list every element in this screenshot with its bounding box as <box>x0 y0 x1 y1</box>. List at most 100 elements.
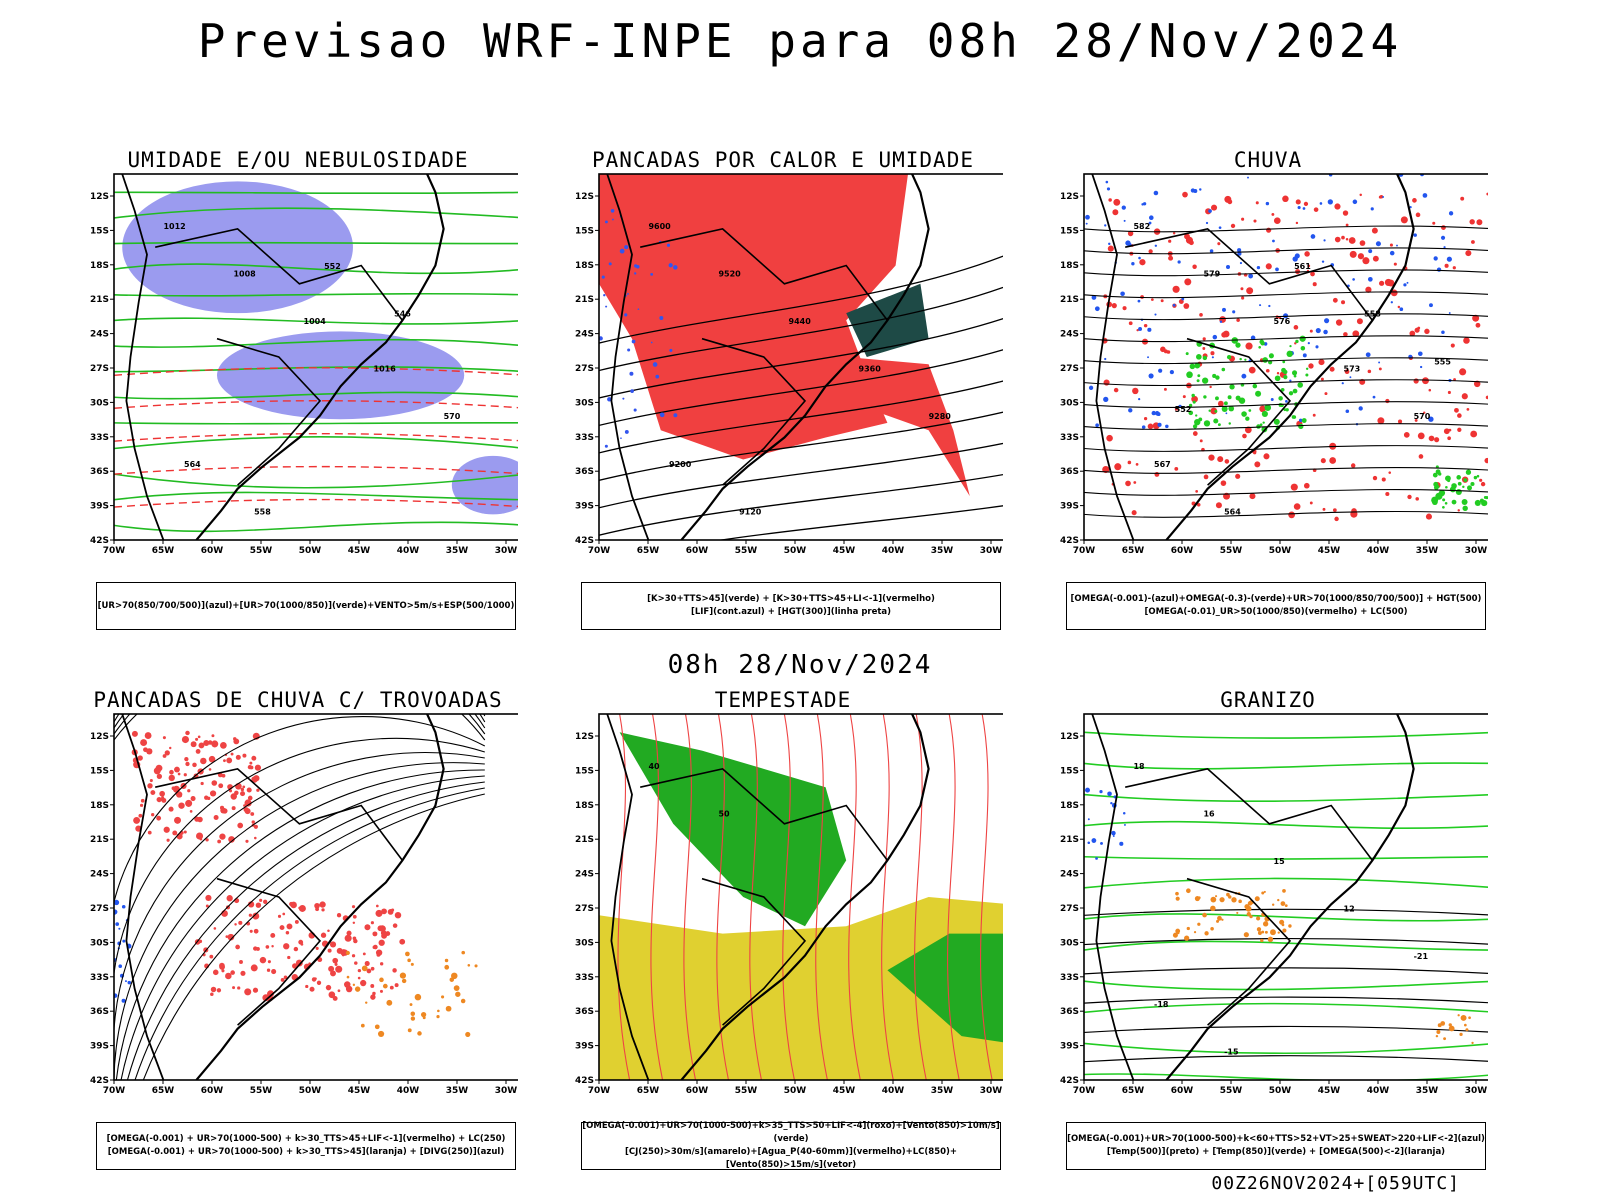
thunder-area-red <box>237 986 241 990</box>
coastline <box>195 174 445 540</box>
rain-area-red <box>1227 199 1233 205</box>
temp500-contour <box>1084 967 1488 975</box>
rain-area-blue <box>1205 221 1209 225</box>
temp850-contour <box>1084 855 1488 860</box>
rain-area-red <box>1203 474 1209 480</box>
rain-area-red <box>1397 419 1403 424</box>
thickness-contour <box>114 400 518 409</box>
rain-area-red <box>1168 255 1174 261</box>
hail-area <box>1107 791 1112 797</box>
panel-title: CHUVA <box>1233 148 1303 172</box>
rain-area-red <box>1210 351 1215 356</box>
rain-area-green <box>1455 488 1462 496</box>
lat-label: 36S <box>90 467 109 477</box>
thunder-area-red <box>169 769 174 775</box>
rain-area-red <box>1397 305 1401 309</box>
humidity-area <box>217 331 465 420</box>
omega-area <box>1210 905 1216 912</box>
lon-label: 40W <box>1367 1086 1390 1096</box>
thunder-area-red <box>336 947 343 954</box>
rain-area-blue <box>1396 244 1398 247</box>
hail-area <box>1111 830 1116 836</box>
thunder-area-red <box>353 938 358 944</box>
hgt-contour <box>1084 489 1488 496</box>
rain-area-green <box>1301 418 1307 423</box>
thunder-area-red <box>185 761 190 767</box>
lif-contour <box>624 245 629 250</box>
rain-area-green <box>1217 423 1221 427</box>
thunder-area-red <box>162 754 167 758</box>
contour-label: 9200 <box>669 460 692 469</box>
contour-label: 1016 <box>374 365 397 374</box>
rain-area-green <box>1281 367 1286 373</box>
lif-contour <box>601 275 605 279</box>
lif-contour <box>603 294 606 297</box>
rain-area-red <box>1143 323 1148 328</box>
rain-area-red <box>1253 219 1257 223</box>
lat-label: 24S <box>575 870 594 880</box>
omega-area <box>1238 899 1242 904</box>
wind-area <box>887 933 1003 1043</box>
thunder-area-red <box>183 830 187 834</box>
rain-area-red <box>1381 477 1386 482</box>
temp500-contour <box>1084 1025 1488 1034</box>
lif-contour <box>659 316 664 320</box>
thunder-area-red <box>233 738 240 745</box>
thickness-contour <box>114 465 518 475</box>
lon-label: 50W <box>1269 546 1292 556</box>
thunder-area-red <box>211 740 219 748</box>
streamline <box>114 865 115 867</box>
thunder-area-orange <box>455 991 461 997</box>
thunder-area-red <box>370 966 375 971</box>
rain-area-green <box>1449 486 1456 493</box>
thunder-area-orange <box>410 1016 416 1021</box>
rain-area-red <box>1244 426 1252 434</box>
temp850-contour <box>1084 980 1488 991</box>
rain-area-red <box>1241 217 1245 221</box>
lif-contour <box>627 292 629 295</box>
lif-contour <box>607 397 612 402</box>
thunder-area-orange <box>465 1031 471 1038</box>
thunder-area-red <box>192 762 197 768</box>
hgt-contour <box>1084 313 1488 321</box>
rain-area-red <box>1485 395 1488 400</box>
rain-area-red <box>1332 508 1337 512</box>
thunder-area-orange <box>467 964 471 967</box>
rain-area-red <box>1309 501 1313 505</box>
rain-area-red <box>1425 513 1432 520</box>
lat-label: 15S <box>1060 766 1079 776</box>
thunder-area-red <box>254 764 262 771</box>
omega-area <box>1270 929 1276 936</box>
state-border <box>155 228 404 321</box>
thunder-area-red <box>270 933 276 938</box>
rain-area-green <box>1444 501 1448 505</box>
lat-label: 33S <box>90 433 109 443</box>
thunder-area-red <box>171 786 176 791</box>
lon-label: 30W <box>495 1086 518 1096</box>
lon-label: 50W <box>1269 1086 1292 1096</box>
rain-area-blue <box>1105 180 1109 184</box>
thunder-area-red <box>332 995 338 1001</box>
rain-area-blue <box>1365 352 1371 358</box>
rain-area-blue <box>1157 422 1162 427</box>
omega-area <box>1210 896 1217 903</box>
rain-area-red <box>1365 286 1372 293</box>
rain-area-red <box>1461 393 1468 400</box>
temp850-contour <box>1084 793 1488 803</box>
rain-area-red <box>1385 398 1390 404</box>
thunder-area-red <box>186 801 190 805</box>
main-title: Previsao WRF-INPE para 08h 28/Nov/2024 <box>197 14 1403 68</box>
thunder-area-red <box>375 949 383 956</box>
rain-area-red <box>1480 481 1486 487</box>
rain-area-red <box>1240 287 1244 291</box>
thunder-area-red <box>200 757 207 765</box>
rain-area-blue <box>1088 385 1094 390</box>
lat-label: 21S <box>575 835 594 845</box>
contour-label: 573 <box>1344 365 1361 374</box>
lat-label: 39S <box>1060 502 1079 512</box>
rain-area-green <box>1291 415 1296 419</box>
water-contour <box>683 714 697 1080</box>
thunder-area-red <box>330 970 336 977</box>
rain-area-blue <box>1417 351 1423 357</box>
